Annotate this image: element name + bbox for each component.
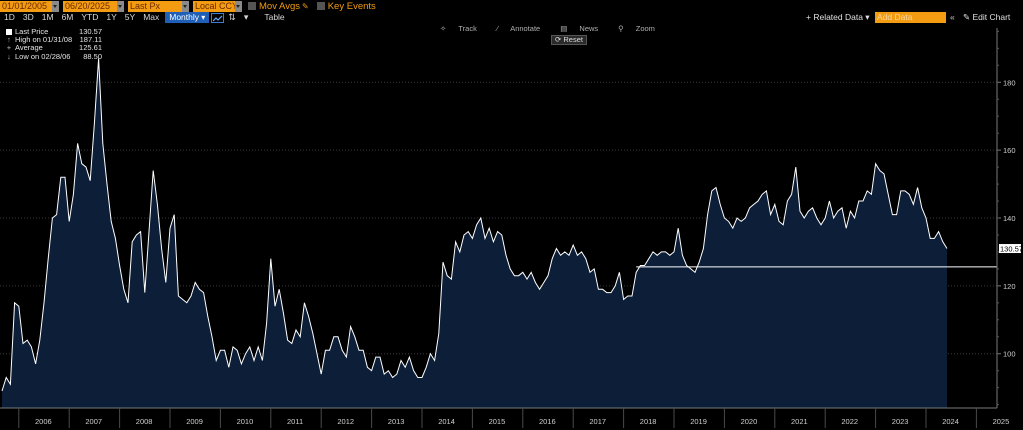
- start-date-input[interactable]: 01/01/2005: [0, 0, 52, 12]
- period-1d-button[interactable]: 1D: [4, 12, 15, 22]
- news-icon: ▤: [560, 24, 570, 33]
- x-tick-label: 2023: [892, 417, 909, 426]
- last-value-label: 130.57: [999, 244, 1023, 253]
- period-1m-button[interactable]: 1M: [41, 12, 54, 22]
- x-tick-label: 2015: [489, 417, 506, 426]
- x-tick-label: 2019: [690, 417, 707, 426]
- x-tick-label: 2008: [136, 417, 153, 426]
- edit-chart-button[interactable]: ✎ Edit Chart: [963, 12, 1010, 23]
- x-tick-label: 2007: [85, 417, 102, 426]
- high-marker-icon: ↑: [7, 35, 11, 45]
- zoom-tool[interactable]: ⚲ Zoom: [618, 24, 655, 33]
- x-tick-label: 2014: [438, 417, 455, 426]
- mov-avgs-checkbox[interactable]: [248, 2, 256, 10]
- y-tick-label: 120: [1003, 282, 1016, 291]
- x-tick-label: 2020: [741, 417, 758, 426]
- x-tick-label: 2018: [640, 417, 657, 426]
- edit-chart-label: Edit Chart: [972, 12, 1011, 22]
- period-3d-button[interactable]: 3D: [22, 12, 34, 22]
- annotate-icon: ∕: [496, 24, 501, 33]
- x-tick-label: 2009: [186, 417, 203, 426]
- legend-low: ↓ Low on 02/28/06 88.50: [7, 51, 102, 61]
- price-line: [1, 58, 948, 392]
- mov-avgs-label[interactable]: Mov Avgs: [259, 0, 301, 12]
- reset-button[interactable]: ⟳ Reset: [551, 35, 587, 45]
- y-tick-label: 140: [1003, 214, 1016, 223]
- x-axis: 2006 2007 2008 2009 2010 2011 2012 2013 2014 2015…: [18, 408, 1010, 428]
- legend-high: ↑ High on 01/31/08 187.11: [7, 35, 102, 45]
- period-1y-button[interactable]: 1Y: [106, 12, 117, 22]
- x-tick-label: 2013: [388, 417, 405, 426]
- x-tick-label: 2022: [841, 417, 858, 426]
- reset-icon: ⟳: [555, 35, 564, 44]
- field-select[interactable]: Last Px: [128, 0, 182, 12]
- period-5y-button[interactable]: 5Y: [124, 12, 136, 22]
- legend-average: + Average 125.61: [6, 43, 102, 53]
- x-tick-label: 2012: [337, 417, 354, 426]
- y-tick-label: 180: [1003, 78, 1016, 87]
- y-tick-label: 100: [1003, 350, 1016, 359]
- currency-select[interactable]: Local CCY: [193, 0, 235, 12]
- bar-chart-icon[interactable]: ⇅: [228, 12, 236, 22]
- period-6m-button[interactable]: 6M: [61, 12, 74, 22]
- annotate-tool[interactable]: ∕ Annotate: [496, 24, 541, 33]
- period-row: 1D 3D 1M 6M YTD 1Y 5Y Max Monthly ⇅ ▾ Ta…: [0, 12, 1023, 23]
- end-date-input[interactable]: 06/20/2025: [63, 0, 117, 12]
- x-tick-label: 2010: [237, 417, 254, 426]
- crosshair-icon: ✧: [440, 24, 449, 33]
- x-tick-label: 2016: [539, 417, 556, 426]
- last-value-text: 130.57: [1000, 244, 1023, 253]
- x-tick-label: 2024: [942, 417, 959, 426]
- key-events-checkbox[interactable]: [316, 2, 325, 10]
- average-marker-icon: +: [6, 43, 12, 53]
- key-events-label[interactable]: Key Events: [327, 0, 376, 12]
- chart-options-dropdown-icon[interactable]: ▾: [243, 12, 249, 22]
- legend-last-price[interactable]: Last Price 130.57: [6, 27, 102, 36]
- chart-legend: Last Price 130.57 ↑ High on 01/31/08 187.…: [6, 27, 102, 61]
- edit-icon: ✎: [963, 12, 973, 22]
- toolbar-row: 01/01/2005 06/20/2025 Last Px Local CCY …: [0, 0, 1023, 12]
- pencil-icon[interactable]: ✎: [302, 1, 309, 11]
- zoom-icon: ⚲: [618, 24, 626, 33]
- period-ytd-button[interactable]: YTD: [81, 12, 99, 22]
- x-tick-label: 2025: [993, 417, 1010, 426]
- add-data-input[interactable]: Add Data: [875, 12, 946, 23]
- x-tick-label: 2021: [791, 417, 808, 426]
- chart-tools: ✧ Track ∕ Annotate ▤ News ⚲ Zoom: [440, 24, 675, 33]
- end-date-calendar-icon[interactable]: [117, 0, 124, 12]
- y-axis: 100 120 140 160 180: [997, 30, 1016, 406]
- y-tick-label: 160: [1003, 146, 1016, 155]
- related-data-button[interactable]: + Related Data ▾: [806, 12, 870, 22]
- x-tick-label: 2017: [589, 417, 606, 426]
- x-tick-label: 2006: [35, 417, 52, 426]
- news-tool[interactable]: ▤ News: [560, 24, 599, 33]
- period-max-button[interactable]: Max: [143, 12, 160, 22]
- start-date-calendar-icon[interactable]: [52, 0, 59, 12]
- field-dropdown-icon[interactable]: [182, 0, 189, 12]
- collapse-icon[interactable]: «: [950, 12, 955, 22]
- currency-dropdown-icon[interactable]: [235, 0, 242, 12]
- table-button[interactable]: Table: [264, 12, 285, 22]
- track-tool[interactable]: ✧ Track: [440, 24, 477, 33]
- frequency-dropdown[interactable]: Monthly: [165, 12, 210, 23]
- white-swatch-icon: [6, 29, 12, 36]
- low-marker-icon: ↓: [7, 51, 11, 61]
- last-value-box: [999, 244, 1021, 254]
- chart-type-icon[interactable]: [211, 12, 225, 23]
- x-tick-label: 2011: [287, 417, 303, 426]
